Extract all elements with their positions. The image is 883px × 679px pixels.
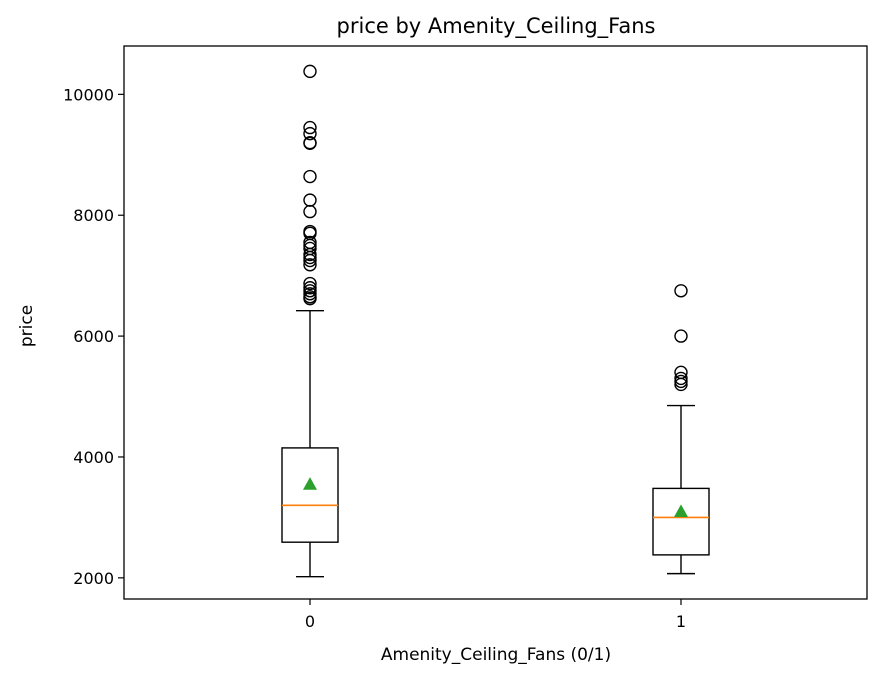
y-tick-label: 10000 (63, 85, 114, 104)
box-group-0 (281, 64, 339, 578)
outlier-point (674, 374, 688, 389)
y-axis: 2000 4000 6000 8000 10000 (63, 85, 124, 588)
outlier-point (303, 241, 317, 256)
outlier-point (303, 193, 317, 207)
outlier-point (674, 365, 688, 380)
axes-frame (123, 45, 868, 600)
outlier-point (303, 120, 317, 135)
mean-marker (303, 477, 317, 490)
x-axis-label: Amenity_Ceiling_Fans (0/1) (381, 645, 611, 665)
outlier-point (303, 126, 317, 141)
x-tick-label: 1 (676, 612, 686, 631)
outlier-point (303, 235, 317, 250)
y-axis-label: price (17, 305, 37, 347)
outlier-point (303, 281, 317, 295)
mean-marker (674, 504, 688, 517)
y-tick-label: 4000 (73, 448, 114, 467)
outlier-point (303, 169, 317, 184)
chart-title: price by Amenity_Ceiling_Fans (337, 14, 656, 39)
outlier-point (303, 284, 317, 298)
outlier-point (303, 258, 317, 272)
outlier-point (303, 224, 317, 239)
outlier-point (303, 287, 317, 301)
outlier-point (674, 284, 688, 298)
plot-area (281, 64, 710, 578)
x-tick-label: 0 (305, 612, 315, 631)
outlier-point (303, 64, 317, 79)
iqr-box (652, 487, 710, 556)
box-group-1 (652, 284, 710, 575)
outlier-point (674, 371, 688, 386)
outlier-point (303, 135, 317, 150)
y-tick-label: 6000 (73, 327, 114, 346)
outlier-point (674, 329, 688, 343)
y-tick-label: 2000 (73, 569, 114, 588)
y-tick-label: 8000 (73, 206, 114, 225)
iqr-box (281, 447, 339, 543)
outlier-point (303, 290, 317, 304)
outlier-point (303, 276, 317, 291)
